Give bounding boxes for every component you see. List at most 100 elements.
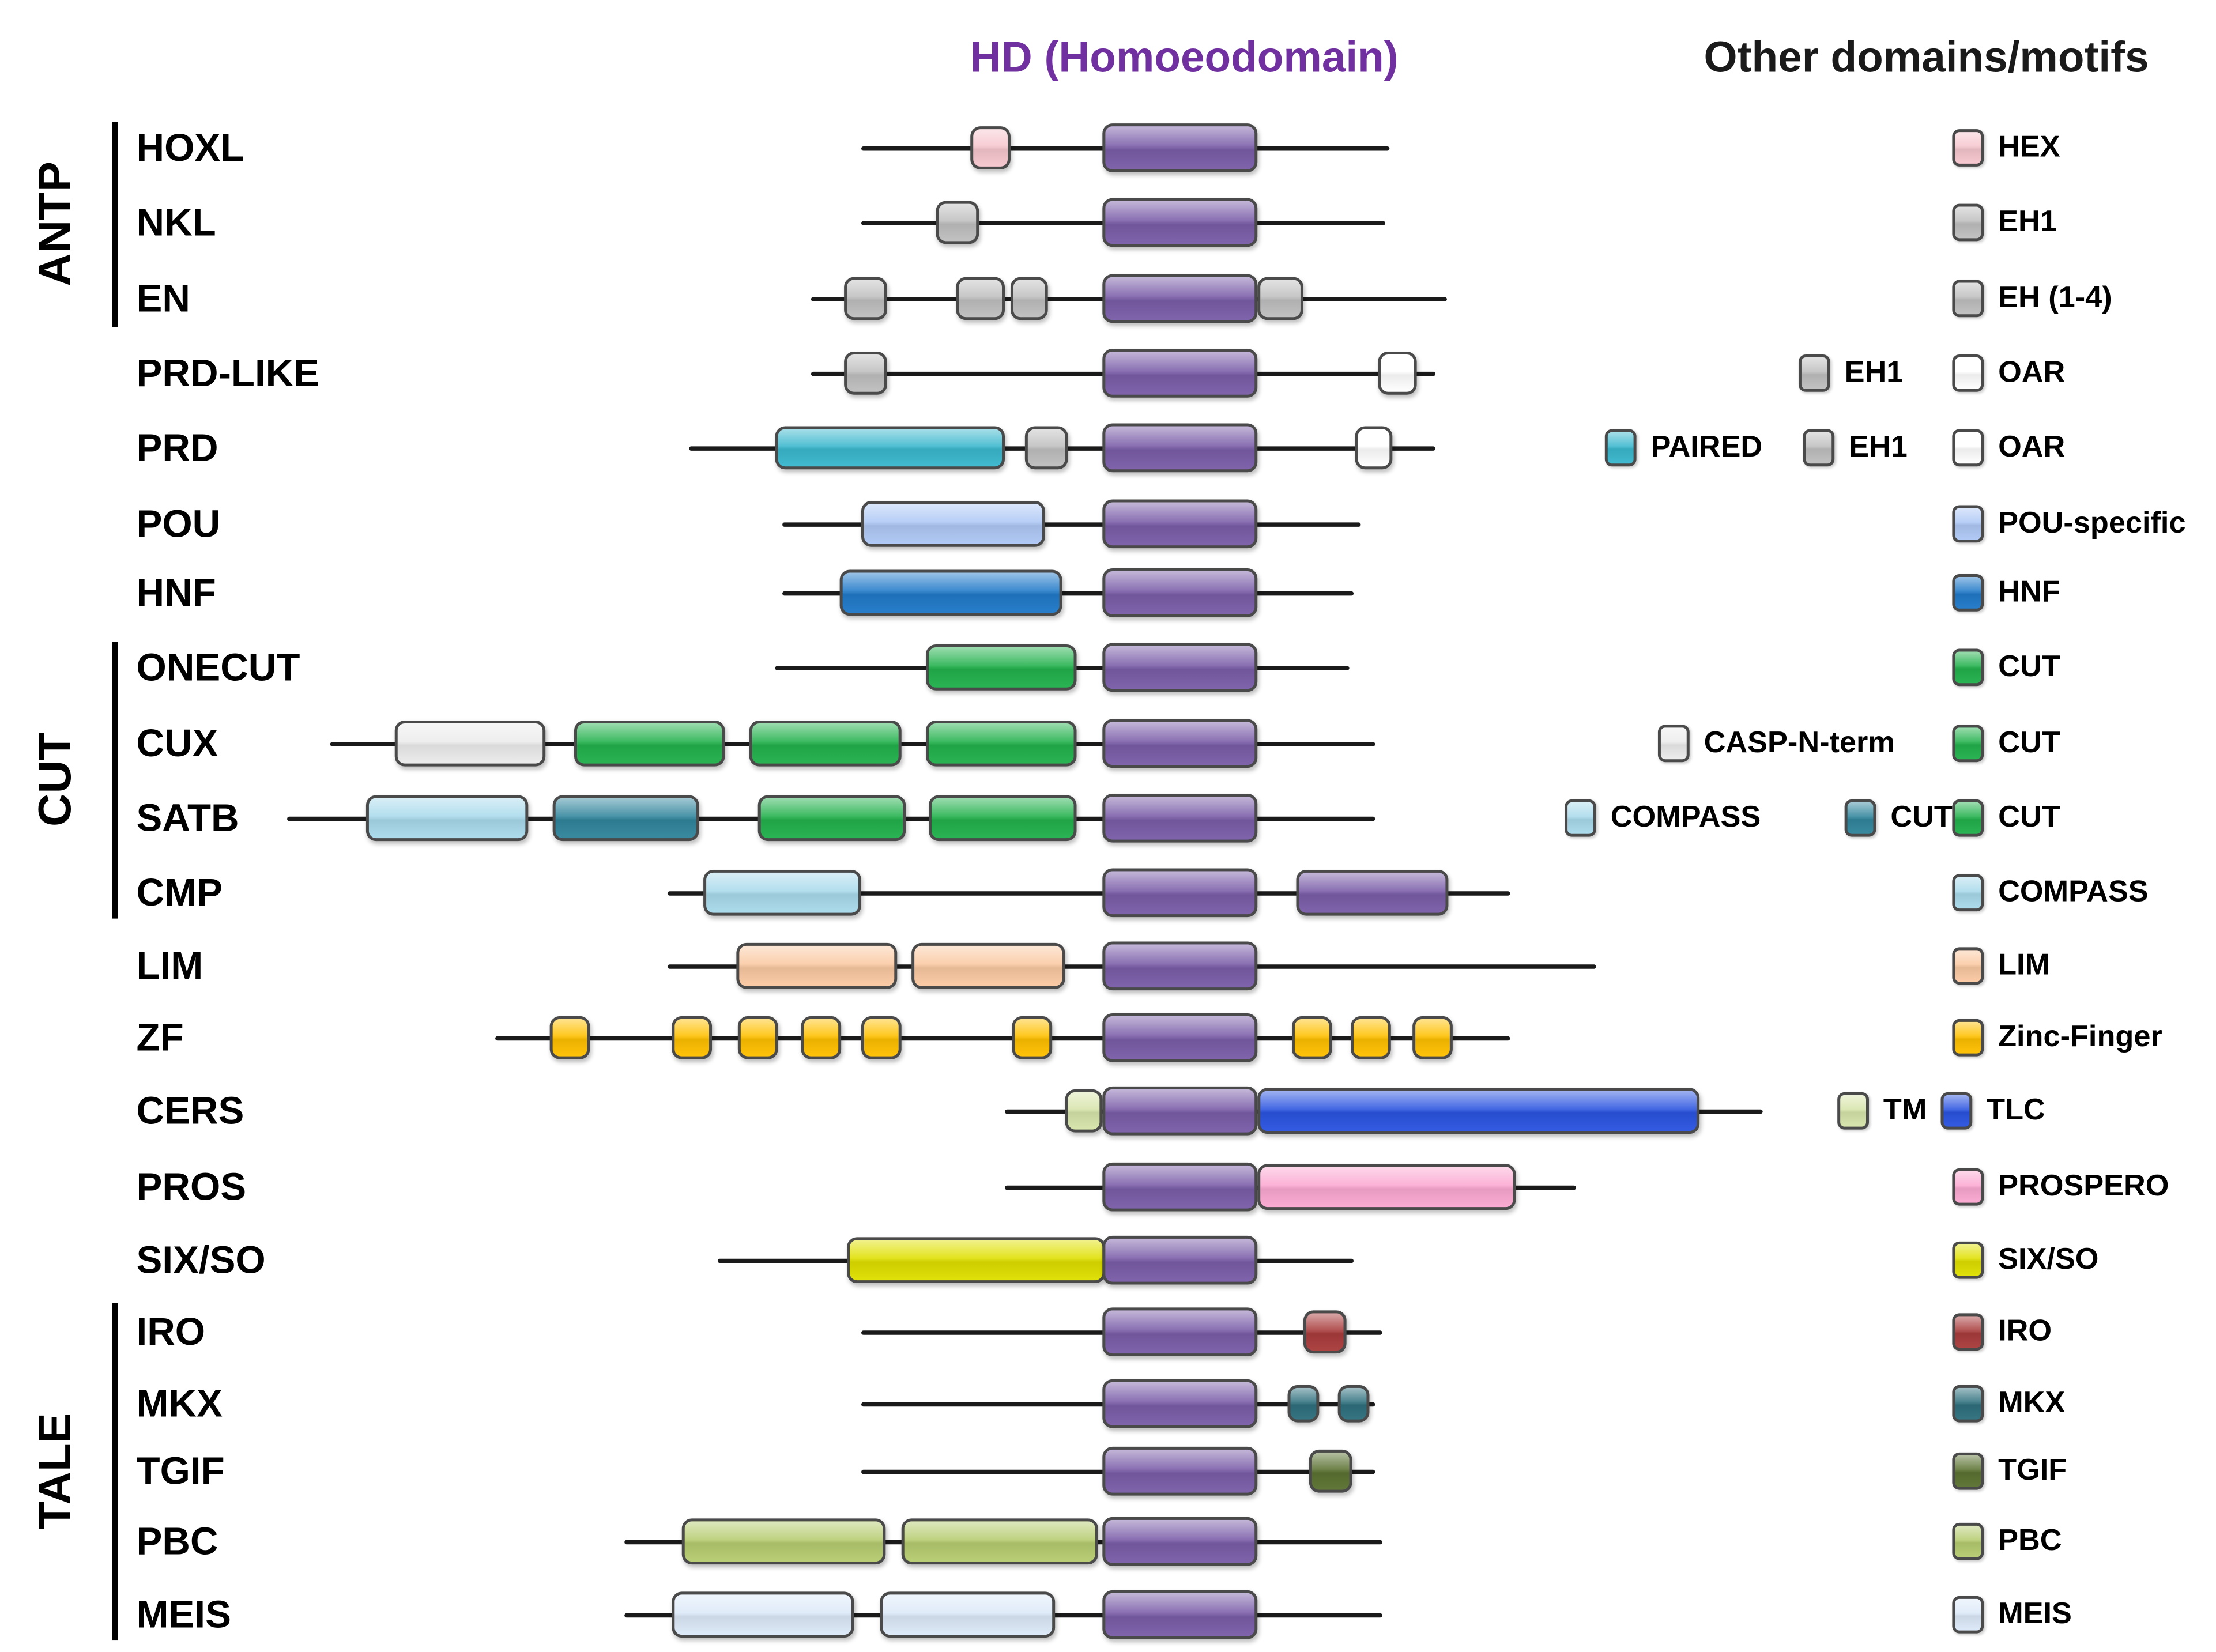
domain-casp-box bbox=[394, 720, 546, 767]
family-label-zf: ZF bbox=[136, 1016, 184, 1059]
row-cux: CUX CASP-N-term CUT bbox=[0, 706, 2216, 780]
domain-hd-box bbox=[1102, 1013, 1258, 1062]
family-label-en: EN bbox=[136, 277, 190, 320]
row-en: EN EH (1-4) bbox=[0, 261, 2216, 335]
row-iro: IRO IRO bbox=[0, 1295, 2216, 1369]
row-pbc: PBC PBC bbox=[0, 1504, 2216, 1579]
legend-label-lim: LIM bbox=[1998, 948, 2051, 982]
family-label-hnf: HNF bbox=[136, 571, 216, 614]
legend-swatch-pou bbox=[1952, 505, 1984, 543]
family-label-satb: SATB bbox=[136, 796, 239, 840]
domain-hd-box bbox=[1102, 1235, 1258, 1285]
domain-cut-box bbox=[757, 795, 906, 842]
domain-zf-box bbox=[861, 1016, 902, 1059]
row-zf: ZF Zinc-Finger bbox=[0, 1001, 2216, 1075]
legend-swatch-hex bbox=[1952, 129, 1984, 167]
row-onecut: ONECUT CUT bbox=[0, 630, 2216, 704]
legend-swatch-compass bbox=[1565, 799, 1596, 837]
legend-label-prospero: PROSPERO bbox=[1998, 1170, 2169, 1203]
legend-swatch-lim bbox=[1952, 947, 1984, 985]
legend-label-eh1: EH1 bbox=[1844, 356, 1904, 389]
row-prd-like: PRD-LIKE EH1 OAR bbox=[0, 336, 2216, 410]
legend-label-hex: HEX bbox=[1998, 130, 2060, 164]
domain-hd-box bbox=[1102, 643, 1258, 692]
legend-label-tm: TM bbox=[1883, 1093, 1927, 1127]
legend-swatch-iro bbox=[1952, 1313, 1984, 1351]
domain-hd-box bbox=[1102, 1517, 1258, 1566]
domain-iro-box bbox=[1303, 1310, 1347, 1354]
domain-cut-box bbox=[926, 720, 1077, 767]
legend-swatch-eh1 bbox=[1803, 429, 1835, 467]
group-bar-cut bbox=[112, 642, 118, 919]
row-six-so: SIX/SO SIX/SO bbox=[0, 1223, 2216, 1297]
domain-eh1-box bbox=[844, 277, 887, 320]
row-hoxl: HOXL HEX bbox=[0, 111, 2216, 185]
family-label-hoxl: HOXL bbox=[136, 126, 244, 169]
backbone-line bbox=[782, 522, 1361, 526]
backbone-line bbox=[782, 590, 1354, 595]
domain-cut-box bbox=[929, 795, 1077, 842]
domain-pbc-box bbox=[681, 1518, 886, 1565]
domain-eh1-box bbox=[956, 277, 1005, 320]
family-label-pbc: PBC bbox=[136, 1519, 218, 1563]
family-label-six-so: SIX/SO bbox=[136, 1238, 266, 1282]
legend-label-casp: CASP-N-term bbox=[1704, 726, 1895, 760]
domain-eh1-box bbox=[936, 201, 979, 244]
domain-lim-box bbox=[736, 942, 898, 989]
domain-hd-box bbox=[1102, 1379, 1258, 1428]
legend-swatch-eh1 bbox=[1952, 280, 1984, 318]
domain-hd-box bbox=[1102, 793, 1258, 843]
domain-cut-box bbox=[749, 720, 902, 767]
domain-lim-box bbox=[911, 942, 1065, 989]
legend-swatch-compass bbox=[1952, 874, 1984, 912]
family-label-onecut: ONECUT bbox=[136, 646, 300, 689]
domain-zf-box bbox=[1292, 1016, 1332, 1059]
domain-eh1-box bbox=[1024, 426, 1068, 470]
legend-label-pbc: PBC bbox=[1998, 1524, 2062, 1557]
family-label-prd: PRD bbox=[136, 426, 218, 470]
legend-swatch-eh1 bbox=[1798, 354, 1830, 392]
domain-pou-box bbox=[861, 501, 1045, 547]
domain-cut-box bbox=[574, 720, 725, 767]
legend-label-hnf: HNF bbox=[1998, 575, 2060, 609]
domain-paired-box bbox=[775, 426, 1005, 470]
hd-column-title: HD (Homoeodomain) bbox=[970, 34, 1399, 82]
legend-swatch-cut bbox=[1952, 648, 1984, 687]
legend-label-pou: POU-specific bbox=[1998, 506, 2186, 540]
legend-swatch-casp bbox=[1657, 725, 1690, 763]
legend-swatch-meis bbox=[1952, 1596, 1984, 1634]
family-label-mkx: MKX bbox=[136, 1382, 223, 1425]
backbone-line bbox=[495, 1035, 1510, 1040]
legend-label-eh1: EH (1-4) bbox=[1998, 281, 2112, 315]
row-satb: SATB COMPASS CUTL CUT bbox=[0, 781, 2216, 855]
legend-label-cut: CUT bbox=[1998, 801, 2060, 834]
legend-label-meis: MEIS bbox=[1998, 1597, 2072, 1631]
legend-label-compass: COMPASS bbox=[1610, 801, 1761, 834]
domain-tm-box bbox=[1065, 1089, 1103, 1133]
domain-zf-box bbox=[672, 1016, 713, 1059]
domain-oar-box bbox=[1378, 352, 1417, 395]
domain-hd-box bbox=[1102, 719, 1258, 768]
domain-hd-box bbox=[1102, 1446, 1258, 1496]
legend-label-eh1: EH1 bbox=[1849, 431, 1908, 464]
domain-mkx-box bbox=[1337, 1385, 1370, 1423]
backbone-line bbox=[667, 891, 1510, 895]
family-label-cux: CUX bbox=[136, 722, 218, 765]
domain-hd-box bbox=[1102, 941, 1258, 991]
domain-hd-box bbox=[1102, 1162, 1258, 1212]
domain-eh1-box bbox=[1257, 277, 1303, 320]
family-label-meis: MEIS bbox=[136, 1593, 231, 1636]
domain-hnf-box bbox=[839, 569, 1062, 616]
domain-hd-box bbox=[1102, 1590, 1258, 1639]
row-prd: PRD PAIRED EH1 OAR bbox=[0, 410, 2216, 485]
domain-hd-box bbox=[1102, 198, 1258, 247]
legend-swatch-cutl bbox=[1844, 799, 1876, 837]
family-label-pros: PROS bbox=[136, 1165, 247, 1209]
domain-pbc-box bbox=[901, 1518, 1098, 1565]
domain-zf-box bbox=[549, 1016, 590, 1059]
domain-cut-box bbox=[926, 644, 1077, 691]
domain-hd-box bbox=[1102, 868, 1258, 918]
row-mkx: MKX MKX bbox=[0, 1366, 2216, 1440]
family-label-pou: POU bbox=[136, 502, 221, 546]
